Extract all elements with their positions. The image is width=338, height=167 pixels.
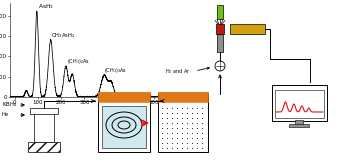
Bar [98,92,150,102]
Bar [158,92,208,102]
Bar [217,34,223,52]
Text: He: He [2,113,9,118]
Bar [98,94,150,152]
Bar [28,142,60,152]
Text: KBH$_4$: KBH$_4$ [2,101,17,109]
Bar [158,94,208,152]
Bar [217,5,223,19]
Bar [289,124,309,127]
Text: (CH$_3$)$_3$As: (CH$_3$)$_3$As [104,66,127,75]
Text: CH$_3$AsH$_2$: CH$_3$AsH$_2$ [51,31,76,40]
Bar [158,92,208,102]
Bar [30,108,58,114]
Bar [98,92,150,102]
Bar [34,112,54,142]
Text: AsH$_3$: AsH$_3$ [38,2,53,11]
Text: H$_2$ and Ar: H$_2$ and Ar [165,67,191,76]
Bar [295,120,303,125]
Circle shape [215,61,225,71]
Bar [102,106,146,148]
Bar [230,24,265,34]
Bar [275,90,324,118]
Bar [272,85,327,121]
Text: (CH$_3$)$_2$As: (CH$_3$)$_2$As [67,57,90,66]
Bar [216,24,224,34]
